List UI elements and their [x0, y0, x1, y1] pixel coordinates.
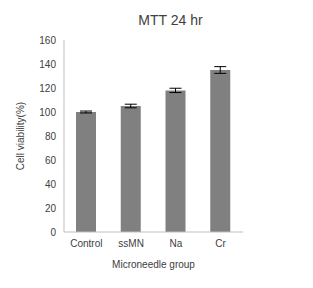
svg-text:20: 20: [45, 203, 57, 214]
svg-text:120: 120: [39, 83, 56, 94]
svg-text:160: 160: [39, 35, 56, 46]
svg-text:Cell viability(%): Cell viability(%): [15, 102, 26, 170]
svg-text:100: 100: [39, 107, 56, 118]
svg-text:60: 60: [45, 155, 57, 166]
svg-text:140: 140: [39, 59, 56, 70]
svg-text:ssMN: ssMN: [118, 238, 144, 249]
svg-text:Microneedle group: Microneedle group: [112, 259, 195, 270]
svg-text:80: 80: [45, 131, 57, 142]
svg-text:Control: Control: [70, 238, 102, 249]
html-text:MTT 24 hr: MTT 24 hr: [138, 12, 203, 28]
svg-text:0: 0: [50, 227, 56, 238]
svg-text:Cr: Cr: [215, 238, 226, 249]
svg-text:40: 40: [45, 179, 57, 190]
svg-text:Na: Na: [169, 238, 182, 249]
